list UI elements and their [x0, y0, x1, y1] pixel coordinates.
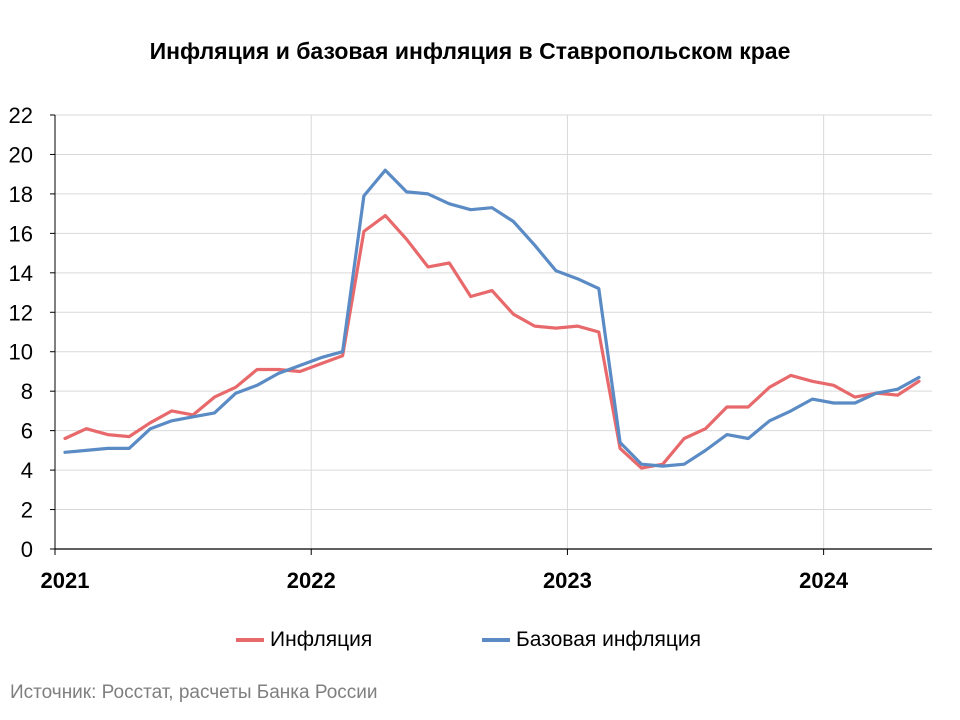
source-note: Источник: Росстат, расчеты Банка России — [10, 682, 378, 703]
series-lines — [63, 168, 921, 470]
grid-lines — [55, 114, 932, 549]
y-tick-label: 22 — [9, 103, 33, 128]
legend-label-inflation: Инфляция — [270, 628, 373, 651]
series-line-core-inflation — [63, 168, 921, 468]
axes — [50, 114, 932, 555]
y-tick-label: 6 — [21, 419, 33, 444]
x-tick-label: 2023 — [543, 568, 592, 593]
legend-item-core-inflation: Базовая инфляция — [482, 628, 701, 652]
y-tick-label: 2 — [21, 498, 33, 523]
x-tick-label: 2021 — [41, 568, 90, 593]
legend-swatch-inflation — [236, 638, 264, 642]
y-tick-label: 0 — [21, 537, 33, 562]
y-tick-label: 18 — [9, 182, 33, 207]
chart-title: Инфляция и базовая инфляция в Ставрополь… — [149, 38, 791, 64]
y-tick-label: 20 — [9, 142, 33, 167]
legend-swatch-core-inflation — [482, 638, 510, 642]
y-tick-label: 12 — [9, 300, 33, 325]
legend-item-inflation: Инфляция — [236, 628, 372, 652]
y-tick-label: 4 — [21, 458, 33, 483]
y-tick-label: 10 — [9, 340, 33, 365]
x-tick-label: 2022 — [287, 568, 336, 593]
y-tick-label: 8 — [21, 379, 33, 404]
legend-label-core-inflation: Базовая инфляция — [516, 628, 702, 651]
series-line-inflation — [63, 214, 921, 470]
x-tick-label: 2024 — [799, 568, 849, 593]
y-tick-label: 16 — [9, 221, 33, 246]
y-tick-label: 14 — [9, 261, 33, 286]
